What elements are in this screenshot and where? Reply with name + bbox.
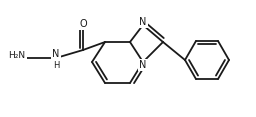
- Text: N: N: [139, 60, 147, 70]
- Text: O: O: [79, 19, 87, 29]
- Text: N: N: [52, 49, 60, 59]
- Text: H: H: [53, 60, 59, 69]
- Text: N: N: [139, 17, 147, 27]
- Text: H₂N: H₂N: [8, 51, 26, 60]
